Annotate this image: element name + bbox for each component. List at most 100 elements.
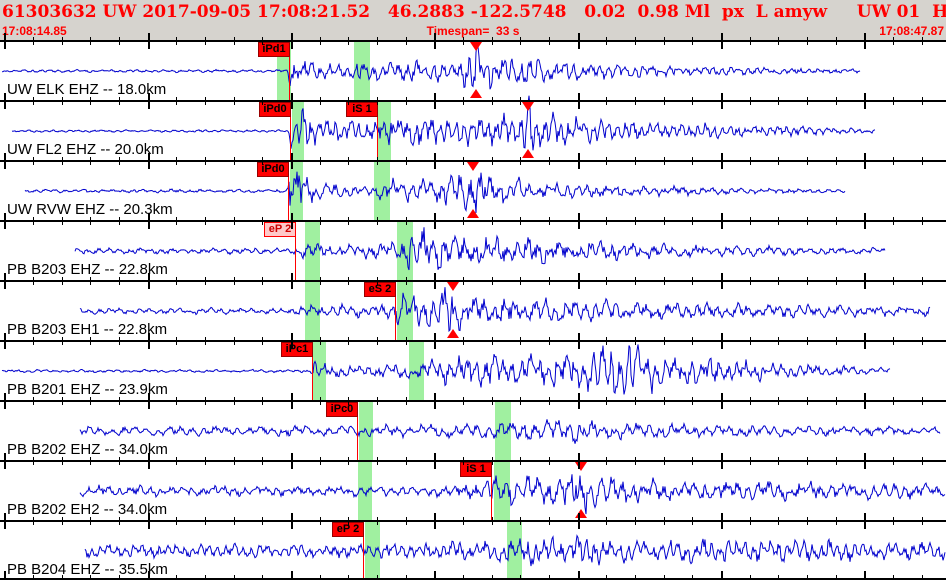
minor-time-tick xyxy=(491,157,493,165)
seismogram-trace[interactable] xyxy=(79,474,946,515)
minor-time-tick xyxy=(893,157,894,165)
waveform-canvas[interactable] xyxy=(0,40,946,580)
pick-time-line[interactable] xyxy=(295,222,296,280)
pick-label[interactable]: iPd1 xyxy=(258,42,290,57)
minor-time-tick xyxy=(262,37,264,45)
minor-time-tick xyxy=(549,217,550,225)
pick-label[interactable]: iS 1 xyxy=(460,462,492,477)
pick-time-line[interactable] xyxy=(289,42,290,100)
minor-time-tick xyxy=(33,575,34,580)
window-start-time: 17:08:14.85 xyxy=(2,24,67,38)
minor-time-tick xyxy=(893,397,894,405)
seismogram-trace[interactable] xyxy=(1,43,861,90)
major-time-tick xyxy=(291,571,293,580)
pick-time-line[interactable] xyxy=(357,402,358,460)
minor-time-tick xyxy=(233,517,235,525)
pick-time-line[interactable] xyxy=(395,282,396,340)
major-time-tick xyxy=(434,213,437,229)
minor-time-tick xyxy=(635,337,636,345)
minor-time-tick xyxy=(692,97,694,105)
minor-time-tick xyxy=(520,157,522,165)
major-time-tick xyxy=(147,513,150,529)
minor-time-tick xyxy=(491,457,493,465)
major-time-tick xyxy=(147,273,150,289)
pick-uncertainty-band xyxy=(409,342,424,400)
minor-time-tick xyxy=(319,97,321,105)
pick-label[interactable]: eP 2 xyxy=(332,522,364,537)
minor-time-tick xyxy=(319,337,321,345)
minor-time-tick xyxy=(205,277,206,285)
minor-time-tick xyxy=(663,517,665,525)
minor-time-tick xyxy=(520,517,522,525)
trace-divider xyxy=(0,578,946,580)
minor-time-tick xyxy=(749,277,751,285)
trace-area[interactable]: iPd1 UW ELK EHZ -- 18.0km iPd0 iS 1 UW FL2 E… xyxy=(0,33,946,580)
minor-time-tick xyxy=(692,517,694,525)
pick-time-line[interactable] xyxy=(312,342,313,400)
minor-time-tick xyxy=(692,37,694,45)
pick-uncertainty-band xyxy=(397,282,413,340)
seismogram-trace[interactable] xyxy=(84,534,946,567)
minor-time-tick xyxy=(348,397,350,405)
seismogram-trace[interactable] xyxy=(11,95,876,151)
seismogram-trace[interactable] xyxy=(24,171,846,213)
minor-time-tick xyxy=(119,397,120,405)
pick-label[interactable]: iPc0 xyxy=(326,402,358,417)
minor-time-tick xyxy=(205,337,206,345)
minor-time-tick xyxy=(205,457,206,465)
seismogram-trace[interactable] xyxy=(79,287,931,333)
minor-time-tick xyxy=(663,457,665,465)
pick-label[interactable]: iPc1 xyxy=(281,342,313,357)
minor-time-tick xyxy=(262,337,264,345)
minor-time-tick xyxy=(405,37,407,45)
minor-time-tick xyxy=(663,277,665,285)
minor-time-tick xyxy=(463,217,464,225)
minor-time-tick xyxy=(549,157,550,165)
pick-label[interactable]: eS 2 xyxy=(364,282,396,297)
pick-time-line[interactable] xyxy=(363,522,364,580)
minor-time-tick xyxy=(893,337,894,345)
seismogram-trace[interactable] xyxy=(79,419,941,444)
minor-time-tick xyxy=(405,397,407,405)
minor-time-tick xyxy=(405,97,407,105)
minor-time-tick xyxy=(749,37,751,45)
seismogram-trace[interactable] xyxy=(74,227,886,271)
minor-time-tick xyxy=(835,277,837,285)
trace-divider xyxy=(0,100,946,102)
minor-time-tick xyxy=(893,457,894,465)
minor-time-tick xyxy=(778,457,780,465)
pick-label[interactable]: iPd0 xyxy=(259,102,291,117)
major-time-tick xyxy=(4,213,7,229)
minor-time-tick xyxy=(176,157,178,165)
pick-time-line[interactable] xyxy=(377,102,378,160)
minor-time-tick xyxy=(90,337,92,345)
minor-time-tick xyxy=(176,277,178,285)
minor-time-tick xyxy=(520,217,522,225)
major-time-tick xyxy=(577,513,580,529)
pick-label[interactable]: iPd0 xyxy=(257,162,289,177)
minor-time-tick xyxy=(90,157,92,165)
minor-time-tick xyxy=(61,277,63,285)
major-time-tick xyxy=(291,453,293,469)
minor-time-tick xyxy=(348,217,350,225)
pick-uncertainty-band xyxy=(507,522,522,580)
minor-time-tick xyxy=(90,277,92,285)
major-time-tick xyxy=(577,33,580,49)
minor-time-tick xyxy=(463,37,464,45)
pick-time-line[interactable] xyxy=(288,162,289,220)
seismogram-trace[interactable] xyxy=(1,344,891,395)
minor-time-tick xyxy=(749,337,751,345)
minor-time-tick xyxy=(405,157,407,165)
major-time-tick xyxy=(721,513,723,529)
pick-label[interactable]: iS 1 xyxy=(346,102,378,117)
pick-label[interactable]: eP 2 xyxy=(264,222,296,237)
minor-time-tick xyxy=(176,217,178,225)
minor-time-tick xyxy=(921,97,923,105)
major-time-tick xyxy=(147,333,150,349)
pick-time-line[interactable] xyxy=(491,462,492,520)
minor-time-tick xyxy=(807,517,808,525)
minor-time-tick xyxy=(33,337,34,345)
pick-time-line[interactable] xyxy=(290,102,291,160)
minor-time-tick xyxy=(807,217,808,225)
minor-time-tick xyxy=(835,457,837,465)
